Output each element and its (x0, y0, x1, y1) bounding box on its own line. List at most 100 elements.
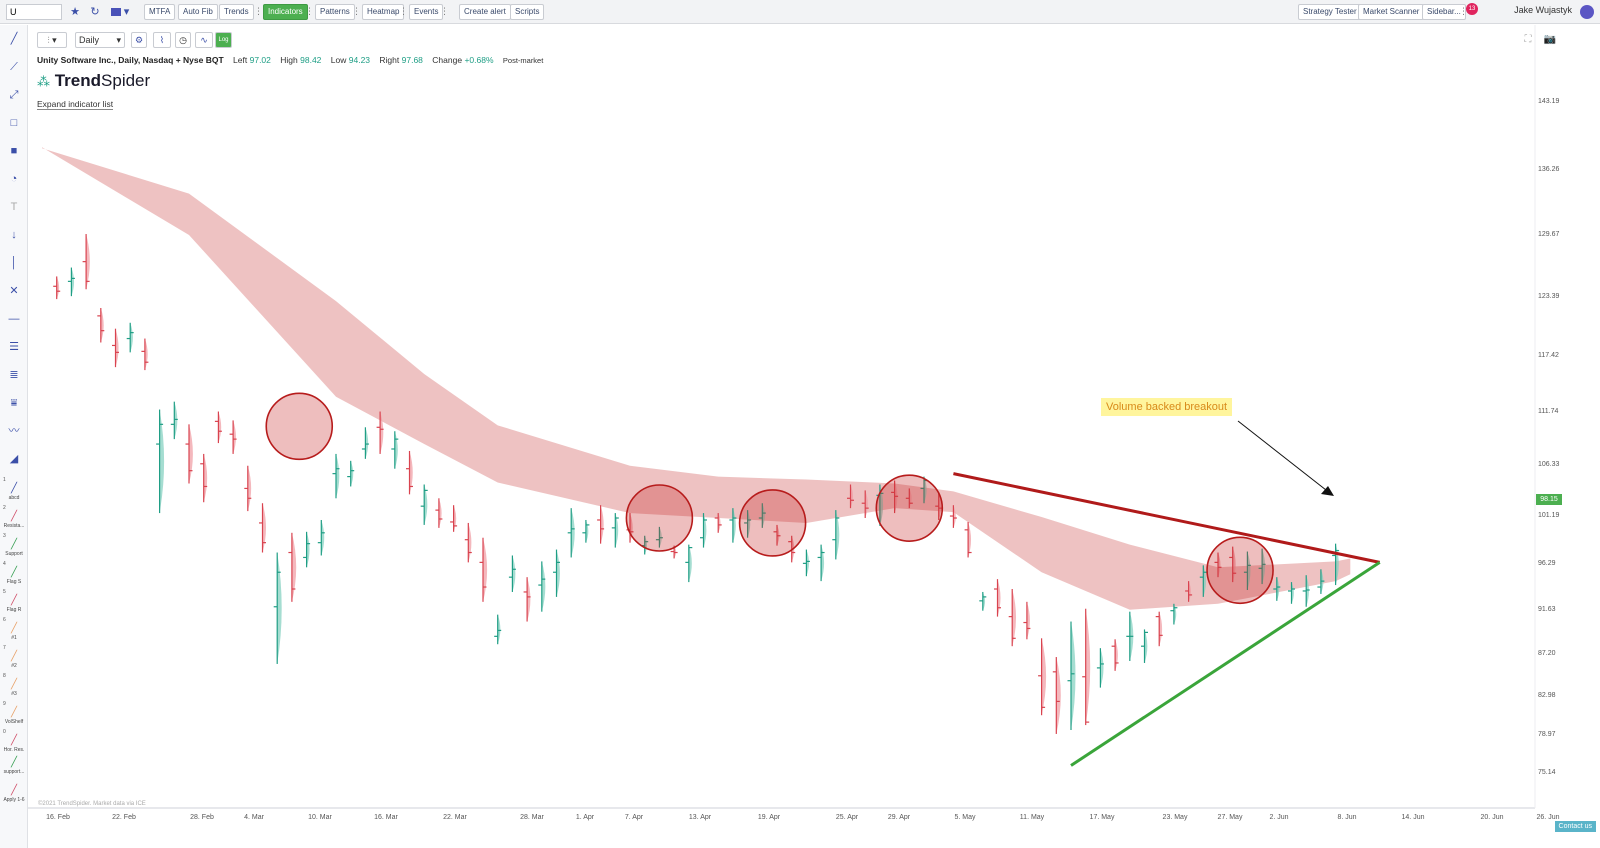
clock-icon[interactable]: ◷ (175, 32, 191, 48)
copyright-text: ©2021 TrendSpider. Market data via ICE (38, 801, 146, 807)
vertical-line-tool-icon[interactable]: │ (10, 257, 18, 269)
compare-icon[interactable]: ⌇ (153, 32, 171, 48)
auto-fib-button[interactable]: Auto Fib (178, 4, 218, 20)
volume-profile-tool-icon[interactable]: ◢ (9, 453, 19, 465)
volume-profile-shape (115, 328, 119, 368)
ray-tool-icon[interactable]: ⟋ (10, 61, 18, 73)
events-menu-icon[interactable]: ⋮ (440, 6, 449, 16)
volume-profile-shape (732, 508, 736, 543)
y-tick-label: 82.98 (1538, 691, 1556, 699)
last-price-tag: 98.15 (1536, 494, 1562, 505)
chart-type-icon[interactable]: ⫶ ▾ (37, 32, 67, 48)
preset-button[interactable]: 8 ╱ #3 (1, 673, 27, 697)
preset-button[interactable]: 9 ╱ VolShelf (1, 701, 27, 725)
patterns-button[interactable]: Patterns (315, 4, 355, 20)
preset-button[interactable]: 4 ╱ Flag S (1, 561, 27, 585)
y-tick-label: 106.33 (1538, 461, 1560, 469)
preset-button[interactable]: ╱ support... (1, 757, 27, 775)
interval-select[interactable]: Daily ▾ (75, 32, 125, 48)
trends-menu-icon[interactable]: ⋮ (254, 6, 263, 16)
indicators-button[interactable]: Indicators (263, 4, 308, 20)
change-value: +0.68% (464, 55, 494, 65)
volume-profile-shape (321, 519, 325, 556)
polyline-tool-icon[interactable]: 〰 (8, 425, 20, 437)
volume-breakout-annotation[interactable]: Volume backed breakout (1101, 398, 1233, 416)
contact-us-button[interactable]: Contact us (1554, 821, 1596, 832)
preset-label: #3 (11, 691, 17, 697)
notification-badge[interactable]: 13 (1466, 3, 1478, 15)
patterns-menu-icon[interactable]: ⋮ (352, 6, 361, 16)
preset-button[interactable]: 6 ╱ #1 (1, 617, 27, 641)
horizontal-line-tool-icon[interactable]: — (8, 313, 20, 325)
camera-icon[interactable]: 📷 (1543, 34, 1556, 45)
create-alert-button[interactable]: Create alert (459, 4, 511, 20)
logo-text-trend: Trend (54, 71, 102, 90)
preset-button[interactable]: 5 ╱ Flag R (1, 589, 27, 613)
filled-rectangle-tool-icon[interactable]: ■ (10, 145, 18, 157)
preset-number: 3 (3, 533, 6, 539)
volume-profile-shape (130, 322, 133, 353)
sidebar-menu-icon[interactable]: ⋮ (1459, 6, 1468, 16)
trends-button[interactable]: Trends (219, 4, 254, 20)
oscillator-icon[interactable]: ∿ (195, 32, 213, 48)
settings-gear-icon[interactable]: ⚙ (131, 32, 147, 48)
volume-profile-shape (703, 513, 707, 548)
preset-label: Resista... (3, 523, 25, 529)
preset-label: Flag R (6, 607, 22, 613)
volume-profile-shape (850, 484, 853, 509)
circle-tool-icon[interactable]: ◔ (10, 173, 18, 185)
volume-profile-shape (394, 431, 398, 469)
preset-button[interactable]: 3 ╱ Support (1, 533, 27, 557)
indicators-menu-icon[interactable]: ⋮ (305, 6, 314, 16)
fib-retracement-tool-icon[interactable]: ☰ (9, 341, 19, 353)
expand-indicator-list-link[interactable]: Expand indicator list (37, 99, 114, 110)
scripts-button[interactable]: Scripts (510, 4, 545, 20)
log-scale-toggle[interactable]: Log (215, 32, 232, 48)
preset-number: 1 (3, 477, 6, 483)
star-icon[interactable]: ★ (70, 6, 80, 18)
channel-tool-icon[interactable]: ⤢ (9, 89, 19, 101)
avatar[interactable] (1580, 5, 1594, 19)
preset-button[interactable]: 2 ╱ Resista... (1, 505, 27, 529)
volume-profile-shape (291, 532, 297, 602)
preset-number: 7 (3, 645, 6, 651)
top-toolbar: ★ ↻ ▾ MTFA Auto Fib Trends ⋮ Indicators … (0, 0, 1600, 24)
fib-extension-tool-icon[interactable]: ≣ (9, 369, 19, 381)
drawing-toolbar: ╱ ⟋ ⤢ □ ■ ◔ T ↓ │ ✕ — ☰ ≣ ⩸ 〰 ◢ 1 ╱ abcd 2 ╱… (0, 25, 28, 848)
x-tick-label: 28. Mar (520, 814, 544, 821)
mtfa-button[interactable]: MTFA (144, 4, 176, 20)
heatmap-menu-icon[interactable]: ⋮ (399, 6, 408, 16)
volume-profile-shape (306, 531, 310, 568)
fullscreen-icon[interactable]: ⛶ (1524, 34, 1532, 45)
volume-profile-shape (174, 401, 178, 440)
x-tick-label: 16. Feb (46, 814, 70, 821)
text-tool-icon[interactable]: T (10, 201, 18, 213)
preset-button[interactable]: 0 ╱ Hor. Res. (1, 729, 27, 753)
arrow-down-tool-icon[interactable]: ↓ (11, 229, 17, 241)
chart-corner-icons: ⛶ 📷 (1525, 34, 1556, 45)
pitchfork-tool-icon[interactable]: ⩸ (10, 397, 18, 409)
rectangle-tool-icon[interactable]: □ (10, 117, 18, 129)
anchored-vwap-tool-icon[interactable]: ✕ (9, 285, 19, 297)
x-tick-label: 16. Mar (374, 814, 398, 821)
volume-profile-shape (365, 427, 369, 459)
line-tool-icon[interactable]: ╱ (10, 33, 18, 45)
volume-profile-shape (277, 552, 282, 664)
market-scanner-button[interactable]: Market Scanner (1358, 4, 1425, 20)
sidebar-button[interactable]: Sidebar... (1422, 4, 1466, 20)
heatmap-button[interactable]: Heatmap (362, 4, 405, 20)
refresh-icon[interactable]: ↻ (90, 6, 100, 18)
symbol-input[interactable] (6, 4, 62, 20)
y-tick-label: 96.29 (1538, 560, 1556, 568)
user-name[interactable]: Jake Wujastyk (1514, 5, 1572, 15)
preset-button[interactable]: 7 ╱ #2 (1, 645, 27, 669)
events-button[interactable]: Events (409, 4, 444, 20)
preset-button[interactable]: ╱ Apply 1-6 (1, 785, 27, 803)
color-picker-icon[interactable]: ▾ (108, 4, 132, 20)
strategy-tester-button[interactable]: Strategy Tester (1298, 4, 1362, 20)
highlight-circle (625, 484, 694, 552)
highlight-circle (875, 474, 944, 542)
volume-profile-shape (262, 503, 266, 553)
preset-button[interactable]: 1 ╱ abcd (1, 477, 27, 501)
